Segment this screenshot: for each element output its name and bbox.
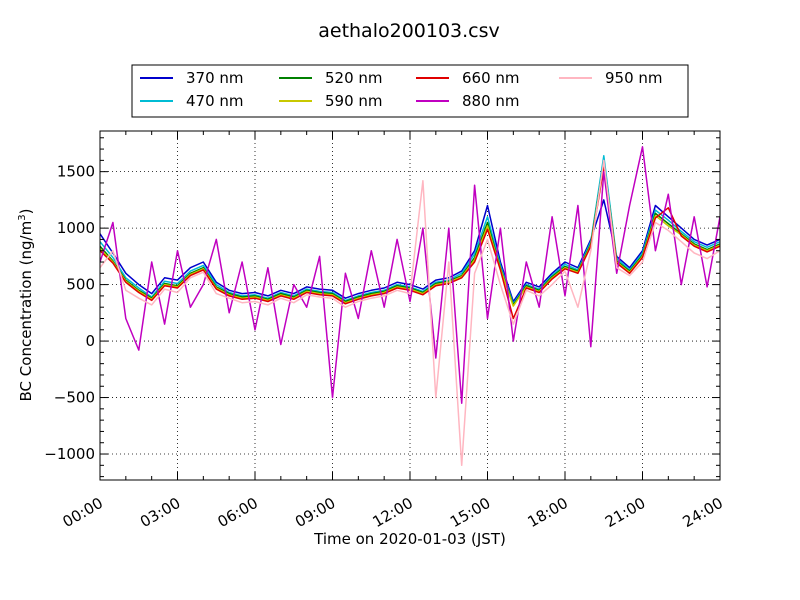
series-line-880-nm bbox=[100, 146, 720, 404]
y-axis-label-superscript: 3 bbox=[17, 214, 28, 220]
x-tick-label: 06:00 bbox=[215, 494, 261, 531]
y-tick-label: 1500 bbox=[57, 163, 95, 181]
series-line-470-nm bbox=[100, 155, 720, 305]
x-tick-label: 00:00 bbox=[60, 494, 106, 531]
y-axis-label-prefix: BC Concentration (ng/m bbox=[17, 221, 35, 402]
legend-label-590-nm: 590 nm bbox=[325, 92, 383, 110]
chart-title: aethalo200103.csv bbox=[318, 20, 500, 42]
x-tick-label: 24:00 bbox=[680, 494, 726, 531]
y-tick-label: 1000 bbox=[57, 219, 95, 237]
x-tick-label: 09:00 bbox=[292, 494, 338, 531]
x-tick-label: 03:00 bbox=[137, 494, 183, 531]
x-tick-label: 12:00 bbox=[370, 494, 416, 531]
axis-ticks bbox=[99, 131, 721, 480]
legend-label-470-nm: 470 nm bbox=[186, 92, 244, 110]
legend-label-370-nm: 370 nm bbox=[186, 69, 244, 87]
legend-frame bbox=[131, 64, 689, 118]
y-tick-label: −1000 bbox=[44, 445, 95, 463]
x-tick-label: 21:00 bbox=[602, 494, 648, 531]
series-line-950-nm bbox=[100, 159, 720, 467]
x-tick-labels: 00:00 03:00 06:00 09:00 12:00 15:00 18:00 21:00… bbox=[60, 494, 726, 531]
y-axis-label-suffix: ) bbox=[17, 209, 35, 215]
x-tick-label: 15:00 bbox=[447, 494, 493, 531]
y-tick-label: −500 bbox=[54, 389, 95, 407]
legend-label-520-nm: 520 nm bbox=[325, 69, 383, 87]
legend-label-880-nm: 880 nm bbox=[462, 92, 520, 110]
y-tick-labels: −1000 −500 0 500 1000 1500 bbox=[44, 163, 95, 463]
x-axis-label: Time on 2020-01-03 (JST) bbox=[313, 530, 506, 548]
y-tick-label: 0 bbox=[85, 332, 95, 350]
legend-label-660-nm: 660 nm bbox=[462, 69, 520, 87]
y-tick-label: 500 bbox=[66, 276, 95, 294]
grid-lines bbox=[100, 131, 720, 480]
legend-entries: 370 nm 470 nm 520 nm 590 nm 660 nm 880 nm 950 … bbox=[140, 69, 663, 110]
legend: 370 nm 470 nm 520 nm 590 nm 660 nm 880 nm 950 … bbox=[131, 64, 689, 118]
series-layer bbox=[100, 146, 720, 467]
legend-label-950-nm: 950 nm bbox=[605, 69, 663, 87]
x-tick-label: 18:00 bbox=[525, 494, 571, 531]
y-axis-label: BC Concentration (ng/m3) bbox=[17, 209, 35, 402]
